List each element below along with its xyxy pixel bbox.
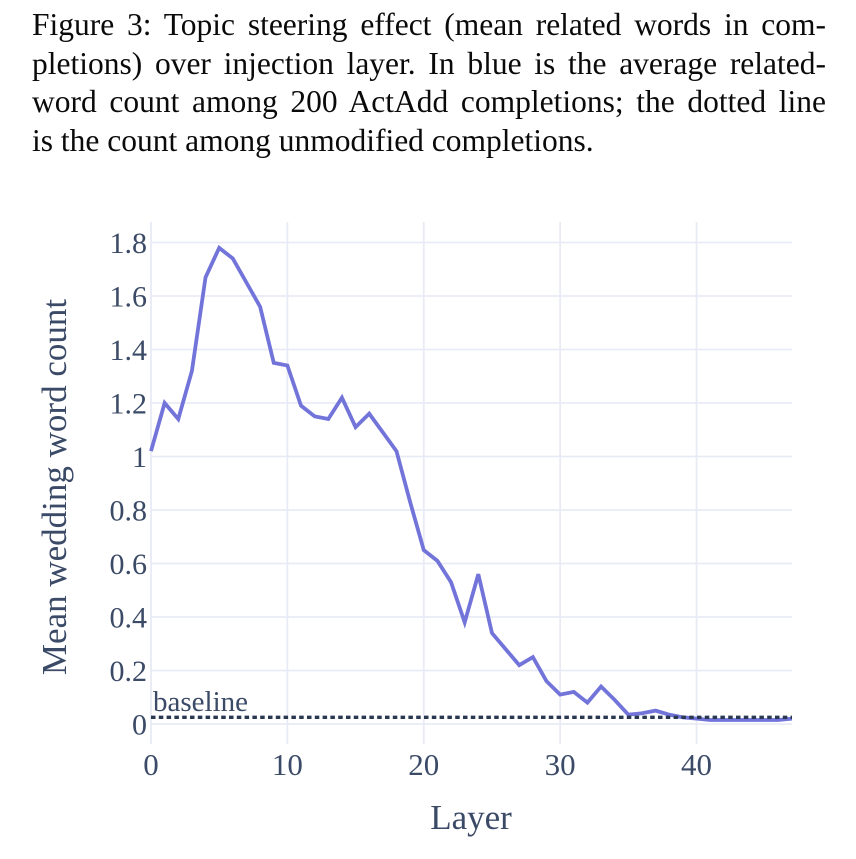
caption-line: Figure 3: Topic steering effect (mean re… <box>32 7 826 42</box>
figure-caption: Figure 3: Topic steering effect (mean re… <box>32 6 826 160</box>
y-tick-label: 1 <box>132 441 147 474</box>
gridlines <box>150 222 792 744</box>
tick-labels: 0 0.2 0.4 0.6 0.8 1 1.2 1.4 1.6 1.8 0 10 20 30 40 <box>110 227 713 782</box>
x-tick-label: 10 <box>272 747 303 782</box>
y-tick-label: 0 <box>132 709 147 742</box>
caption-line: is the count among unmodified completion… <box>32 122 594 158</box>
caption-line: word count among 200 ActAdd completions;… <box>32 84 826 119</box>
x-tick-label: 40 <box>681 747 712 782</box>
y-tick-label: 0.4 <box>110 602 148 635</box>
baseline-annotation: baseline <box>153 686 248 718</box>
y-tick-label: 0.2 <box>110 655 148 688</box>
caption-line: pletions) over injection layer. In blue … <box>32 45 826 81</box>
y-tick-label: 0.8 <box>110 495 148 528</box>
y-tick-label: 1.2 <box>110 388 148 421</box>
x-axis-title: Layer <box>430 798 512 837</box>
x-tick-label: 20 <box>408 747 439 782</box>
y-tick-label: 0.6 <box>110 548 148 581</box>
y-axis-title: Mean wedding word count <box>35 299 74 675</box>
x-tick-label: 30 <box>545 747 576 782</box>
y-tick-label: 1.4 <box>110 334 148 367</box>
y-tick-label: 1.8 <box>110 227 148 260</box>
y-tick-label: 1.6 <box>110 281 148 314</box>
x-tick-label: 0 <box>143 747 159 782</box>
